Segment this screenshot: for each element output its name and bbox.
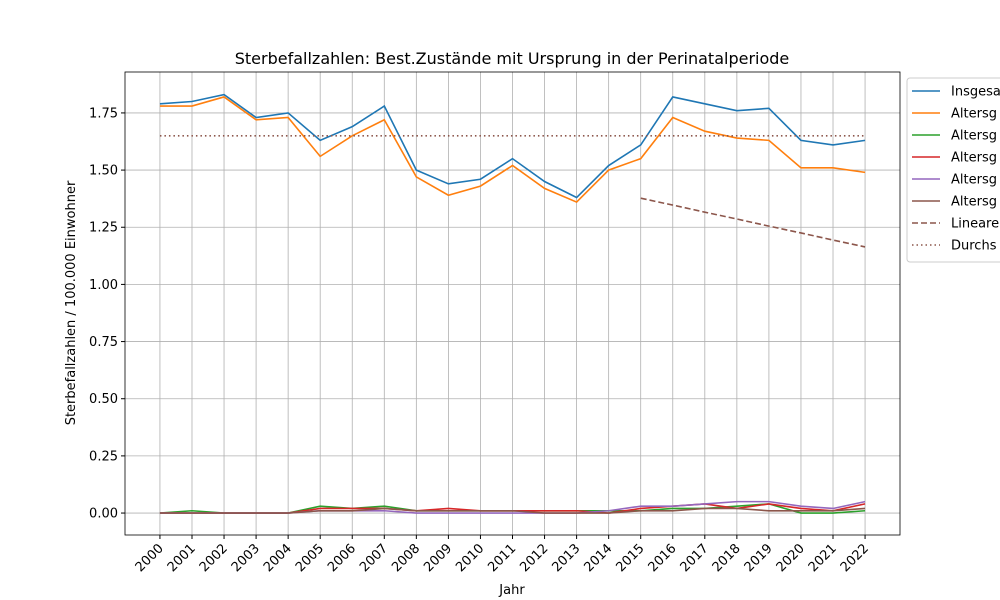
x-tick-label: 2011 [485, 541, 519, 575]
x-tick-label: 2006 [325, 541, 359, 575]
x-tick-label: 2003 [229, 541, 263, 575]
x-tick-label: 2000 [133, 541, 167, 575]
y-tick-label: 0.75 [89, 335, 118, 350]
x-tick-label: 2021 [806, 541, 840, 575]
series-line [159, 507, 866, 514]
series-line [640, 197, 866, 248]
y-tick-label: 1.00 [89, 278, 118, 293]
x-tick-label: 2012 [517, 541, 551, 575]
plot-frame [124, 71, 901, 536]
legend-label: Insgesa [951, 85, 1000, 100]
legend-label: Altersg [951, 151, 997, 166]
legend-label: Altersg [951, 173, 997, 188]
chart-title: Sterbefallzahlen: Best.Zustände mit Ursp… [235, 49, 790, 68]
y-tick-label: 1.75 [89, 106, 118, 121]
legend-label: Altersg [951, 195, 997, 210]
x-tick-label: 2022 [838, 541, 872, 575]
x-tick-label: 2020 [774, 541, 808, 575]
x-tick-label: 2013 [549, 541, 583, 575]
legend-label: Altersg [951, 129, 997, 144]
series-line [159, 93, 866, 199]
y-tick-label: 1.50 [89, 164, 118, 179]
x-tick-label: 2014 [581, 541, 615, 575]
y-tick-label: 0.50 [89, 392, 118, 407]
legend-label: Lineare [951, 217, 999, 232]
y-tick-label: 1.25 [89, 221, 118, 236]
x-tick-label: 2007 [357, 541, 391, 575]
legend-label: Durchs [951, 239, 997, 254]
y-axis-label: Sterbefallzahlen / 100.000 Einwohner [64, 180, 79, 425]
x-tick-label: 2008 [389, 541, 423, 575]
x-tick-label: 2005 [293, 541, 327, 575]
x-tick-label: 2018 [710, 541, 744, 575]
x-tick-label: 2004 [261, 541, 295, 575]
x-tick-label: 2015 [614, 541, 648, 575]
x-tick-label: 2016 [646, 541, 680, 575]
x-tick-label: 2009 [421, 541, 455, 575]
x-tick-label: 2017 [678, 541, 712, 575]
y-tick-label: 0.00 [89, 507, 118, 522]
x-axis-label: Jahr [498, 583, 525, 598]
y-tick-label: 0.25 [89, 449, 118, 464]
legend-label: Altersg [951, 107, 997, 122]
series-line [159, 96, 866, 204]
x-tick-label: 2002 [197, 541, 231, 575]
x-tick-label: 2019 [742, 541, 776, 575]
legend-box [906, 77, 1000, 263]
x-tick-label: 2010 [453, 541, 487, 575]
x-tick-label: 2001 [165, 541, 199, 575]
